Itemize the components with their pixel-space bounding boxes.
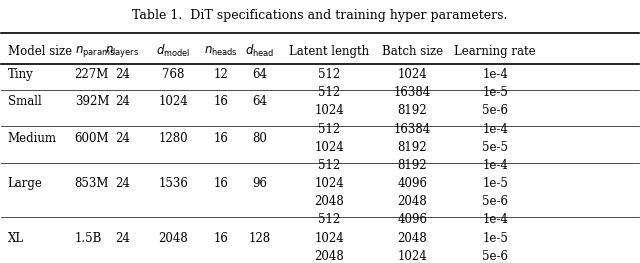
Text: $d_\mathrm{model}$: $d_\mathrm{model}$	[156, 43, 191, 59]
Text: 1e-5: 1e-5	[483, 231, 508, 245]
Text: 16384: 16384	[394, 86, 431, 99]
Text: 16: 16	[214, 132, 228, 145]
Text: 600M: 600M	[75, 132, 109, 145]
Text: 1024: 1024	[159, 95, 188, 108]
Text: 8192: 8192	[397, 141, 428, 154]
Text: 16: 16	[214, 177, 228, 190]
Text: Table 1.  DiT specifications and training hyper parameters.: Table 1. DiT specifications and training…	[132, 9, 508, 22]
Text: 768: 768	[163, 68, 184, 81]
Text: 512: 512	[319, 68, 340, 81]
Text: 64: 64	[252, 68, 267, 81]
Text: 24: 24	[115, 177, 130, 190]
Text: 2048: 2048	[159, 231, 188, 245]
Text: Model size: Model size	[8, 45, 72, 58]
Text: 853M: 853M	[75, 177, 109, 190]
Text: 16384: 16384	[394, 123, 431, 135]
Text: 4096: 4096	[397, 177, 428, 190]
Text: 8192: 8192	[397, 104, 428, 117]
Text: 1.5B: 1.5B	[75, 231, 102, 245]
Text: 128: 128	[248, 231, 271, 245]
Text: 1e-5: 1e-5	[483, 86, 508, 99]
Text: Tiny: Tiny	[8, 68, 33, 81]
Text: 2048: 2048	[397, 195, 428, 208]
Text: 4096: 4096	[397, 213, 428, 226]
Text: XL: XL	[8, 231, 24, 245]
Text: 1024: 1024	[397, 250, 428, 263]
Text: 16: 16	[214, 231, 228, 245]
Text: 512: 512	[319, 123, 340, 135]
Text: 1024: 1024	[315, 104, 344, 117]
Text: 5e-5: 5e-5	[482, 141, 508, 154]
Text: Small: Small	[8, 95, 42, 108]
Text: 5e-6: 5e-6	[482, 104, 508, 117]
Text: 512: 512	[319, 159, 340, 172]
Text: Large: Large	[8, 177, 43, 190]
Text: 24: 24	[115, 68, 130, 81]
Text: $n_\mathrm{heads}$: $n_\mathrm{heads}$	[204, 45, 238, 58]
Text: Latent length: Latent length	[289, 45, 370, 58]
Text: 80: 80	[252, 132, 267, 145]
Text: 1e-4: 1e-4	[483, 68, 508, 81]
Text: 96: 96	[252, 177, 267, 190]
Text: 227M: 227M	[75, 68, 109, 81]
Text: 24: 24	[115, 95, 130, 108]
Text: 1e-5: 1e-5	[483, 177, 508, 190]
Text: 512: 512	[319, 213, 340, 226]
Text: 392M: 392M	[75, 95, 109, 108]
Text: 1024: 1024	[397, 68, 428, 81]
Text: $d_\mathrm{head}$: $d_\mathrm{head}$	[245, 43, 274, 59]
Text: 1280: 1280	[159, 132, 188, 145]
Text: Batch size: Batch size	[382, 45, 443, 58]
Text: 1e-4: 1e-4	[483, 123, 508, 135]
Text: 12: 12	[214, 68, 228, 81]
Text: 1536: 1536	[159, 177, 188, 190]
Text: 16: 16	[214, 95, 228, 108]
Text: 24: 24	[115, 231, 130, 245]
Text: 2048: 2048	[397, 231, 428, 245]
Text: $n_\mathrm{layers}$: $n_\mathrm{layers}$	[106, 44, 140, 59]
Text: 1024: 1024	[315, 231, 344, 245]
Text: 64: 64	[252, 95, 267, 108]
Text: 512: 512	[319, 86, 340, 99]
Text: 2048: 2048	[315, 195, 344, 208]
Text: 24: 24	[115, 132, 130, 145]
Text: 5e-6: 5e-6	[482, 195, 508, 208]
Text: Medium: Medium	[8, 132, 57, 145]
Text: 1024: 1024	[315, 141, 344, 154]
Text: 1e-4: 1e-4	[483, 159, 508, 172]
Text: $n_\mathrm{params}$: $n_\mathrm{params}$	[75, 44, 115, 59]
Text: 1024: 1024	[315, 177, 344, 190]
Text: 2048: 2048	[315, 250, 344, 263]
Text: 8192: 8192	[397, 159, 428, 172]
Text: 5e-6: 5e-6	[482, 250, 508, 263]
Text: 1e-4: 1e-4	[483, 213, 508, 226]
Text: Learning rate: Learning rate	[454, 45, 536, 58]
